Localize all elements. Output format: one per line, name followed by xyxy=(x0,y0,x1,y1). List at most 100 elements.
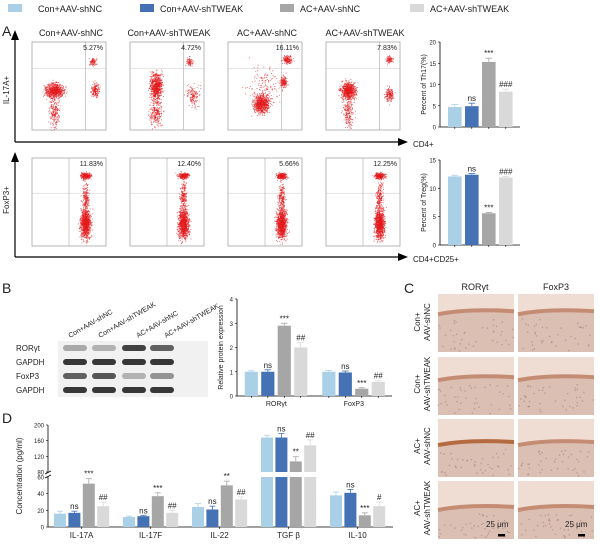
axis-label-foxp3: FoxP3+ xyxy=(2,186,11,214)
percent-label: 5.66% xyxy=(279,161,299,168)
column-label-foxp3: FoxP3 xyxy=(543,282,569,292)
y-tick-label: 0 xyxy=(433,126,437,132)
axis-label-il17a: IL-17A+ xyxy=(2,76,11,105)
blot-band xyxy=(150,387,174,393)
y-axis-label: Relative protein expression xyxy=(218,305,225,390)
y-tick-label: 0 xyxy=(41,526,45,532)
arrow-up-icon xyxy=(11,152,19,162)
bar xyxy=(465,174,479,245)
bar xyxy=(330,495,342,527)
ihc-image xyxy=(437,481,515,539)
bar xyxy=(68,512,81,527)
bar xyxy=(289,461,302,472)
axis-label-cd4cd25: CD4+CD25+ xyxy=(413,255,459,264)
arrow-right-icon xyxy=(398,138,408,146)
bar xyxy=(358,515,371,527)
legend-swatch-1 xyxy=(8,4,22,12)
bar xyxy=(294,347,308,396)
row-label-4b: AAV-shTWEAK xyxy=(423,480,432,535)
bar xyxy=(82,483,95,527)
significance-label: ns xyxy=(277,425,285,434)
flow-plot: 7.83% xyxy=(325,41,401,131)
legend-swatch-2 xyxy=(140,4,154,12)
bar xyxy=(304,477,317,527)
row-label-1a: Con+ xyxy=(413,312,422,332)
flow-plot: 4.72% xyxy=(129,41,205,131)
panel-a-row2-axes: FoxP3+ CD4+CD25+ xyxy=(2,152,459,264)
y-axis-label: Concentration (pg/ml) xyxy=(15,437,24,514)
bar xyxy=(355,388,369,396)
y-tick-label: 15 xyxy=(429,159,436,165)
panel-label-a: A xyxy=(2,23,12,39)
significance-label: *** xyxy=(280,314,289,323)
y-axis-label: Percent of Treg(%) xyxy=(421,173,428,232)
column-label-rorgt: RORγt xyxy=(462,282,489,292)
bar xyxy=(338,372,352,396)
bar xyxy=(482,61,496,127)
significance-label: ## xyxy=(296,334,305,343)
ihc-image xyxy=(517,294,595,352)
significance-label: ## xyxy=(306,431,315,440)
bar xyxy=(482,213,496,245)
significance-label: ** xyxy=(224,472,230,481)
significance-label: ## xyxy=(99,493,108,502)
flow-plot: 5.27% xyxy=(31,41,107,131)
significance-label: ns xyxy=(468,94,476,103)
significance-label: *** xyxy=(84,470,93,479)
significance-label: ns xyxy=(341,362,349,371)
legend-label-3: AC+AAV-shNC xyxy=(300,4,361,14)
western-blot: Con+AAV-shNC Con+AAV-shTWEAK AC+AAV-shNC… xyxy=(16,301,221,397)
ihc-image xyxy=(437,294,515,352)
significance-label: ## xyxy=(168,501,177,510)
percent-label: 7.83% xyxy=(377,45,397,52)
bar xyxy=(275,437,288,472)
blot-band xyxy=(122,387,146,393)
bar xyxy=(123,517,135,527)
chart-treg: 0 5 10 15 Percent of Treg(%) ns *** ### xyxy=(421,159,520,250)
significance-label: ** xyxy=(293,448,299,457)
x-tick-label: IL-17F xyxy=(139,531,162,540)
y-tick-label: 4 xyxy=(230,298,234,304)
percent-label: 12.25% xyxy=(373,161,397,168)
percent-label: 11.83% xyxy=(80,161,103,168)
x-tick-label: RORγt xyxy=(266,401,287,408)
blot-band xyxy=(63,345,87,351)
blot-band xyxy=(150,345,174,351)
blot-band xyxy=(122,345,146,351)
ihc-image xyxy=(517,357,595,415)
plot-title: Con+AAV-shNC xyxy=(39,28,104,38)
significance-label: ns xyxy=(264,361,272,370)
blot-band xyxy=(122,373,146,379)
y-tick-label: 15 xyxy=(429,62,436,68)
blot-band xyxy=(92,345,116,351)
row-label-1b: AAV-shNC xyxy=(423,303,432,341)
arrow-right-icon xyxy=(398,253,408,261)
bar xyxy=(220,485,233,527)
significance-label: *** xyxy=(153,484,162,493)
bar xyxy=(244,371,258,396)
bar xyxy=(206,509,219,527)
significance-label: # xyxy=(377,493,382,502)
bar xyxy=(448,107,462,127)
x-tick-label: FoxP3 xyxy=(344,401,364,408)
significance-label: ## xyxy=(237,488,246,497)
y-tick-label: 80 xyxy=(37,471,44,477)
blot-band xyxy=(63,387,87,393)
x-tick-label: IL-22 xyxy=(210,531,229,540)
scale-bar-label-2: 25 μm xyxy=(565,520,588,529)
row-label-3a: AC+ xyxy=(413,438,422,454)
ihc-image xyxy=(437,357,515,415)
flow-plot: 11.83% xyxy=(31,157,107,247)
flow-cytometry-plots: 5.27% Con+AAV-shNC 4.72% Con+AAV-shTWEAK 16.… xyxy=(31,28,405,247)
plot-title: Con+AAV-shTWEAK xyxy=(127,28,210,38)
blot-band xyxy=(150,373,174,379)
bar xyxy=(371,381,385,396)
y-tick-label: 5 xyxy=(433,104,437,110)
ihc-image xyxy=(517,419,595,477)
row-label-3b: AAV-shNC xyxy=(423,427,432,465)
y-tick-label: 20 xyxy=(37,509,44,515)
significance-label: ns xyxy=(139,506,147,515)
